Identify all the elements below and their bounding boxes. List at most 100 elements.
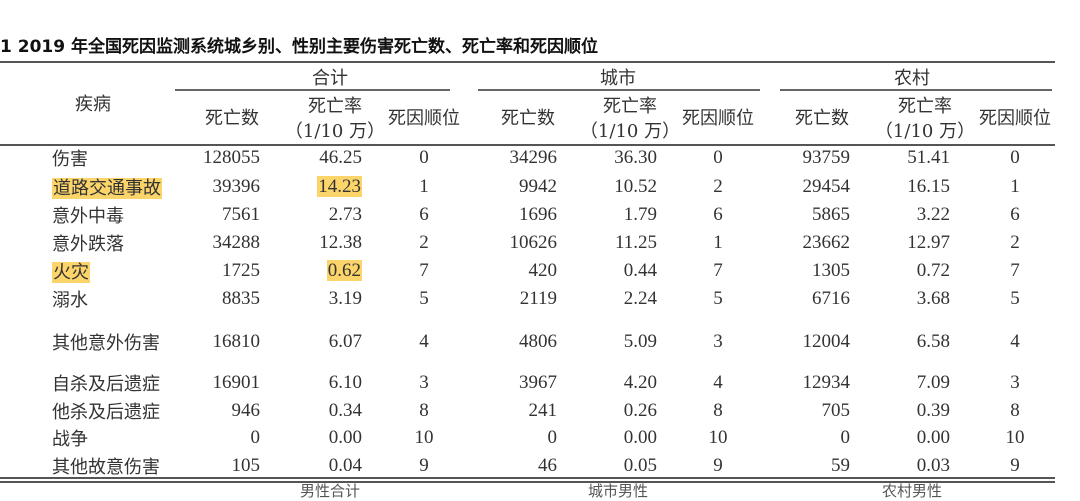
header-rate: 死亡率: [308, 96, 362, 117]
rank-value: 0: [419, 147, 429, 168]
rank-value: 2: [1010, 232, 1020, 253]
rate-text: 2.24: [623, 288, 657, 309]
rank-value: 5: [1010, 288, 1020, 309]
deaths-value: 8835: [222, 288, 260, 309]
rate-text: 10.52: [614, 176, 657, 197]
rate-text: 6.58: [916, 331, 950, 352]
deaths-value: 34296: [509, 147, 558, 168]
deaths-value: 59: [831, 455, 850, 476]
rate-value: 3.68: [917, 288, 950, 310]
deaths-value: 3967: [519, 372, 557, 393]
row-label: 道路交通事故: [52, 174, 162, 200]
rate-value: 4.20: [624, 372, 657, 394]
header-disease: 疾病: [75, 94, 111, 115]
rank-value: 3: [1010, 372, 1020, 393]
rank-value: 7: [1010, 260, 1020, 281]
rank-value: 6: [419, 204, 429, 225]
rank-value: 1: [419, 176, 429, 197]
deaths-value: 12934: [802, 372, 851, 393]
rank-value: 9: [419, 455, 429, 476]
row-label: 战争: [52, 425, 88, 451]
rank-value: 1: [1010, 176, 1020, 197]
rank-value: 2: [419, 232, 429, 253]
row-label: 火灾: [52, 258, 90, 284]
deaths-value: 1725: [222, 260, 260, 281]
rate-value: 6.58: [917, 331, 950, 353]
rank-value: 9: [1010, 455, 1020, 476]
rank-value: 5: [713, 288, 723, 309]
rate-text: 0.44: [623, 260, 657, 281]
rate-text: 12.38: [319, 232, 362, 253]
header-group-0: 合计: [312, 68, 348, 89]
group-underline-1: [478, 89, 760, 91]
deaths-value: 9942: [519, 176, 557, 197]
disease-name: 伤害: [52, 149, 88, 170]
deaths-value: 29454: [802, 176, 851, 197]
deaths-value: 1305: [812, 260, 850, 281]
rate-text: 0.34: [328, 400, 362, 421]
footer-group-0: 男性合计: [299, 482, 361, 500]
rank-value: 0: [713, 147, 723, 168]
rate-value: 3.19: [329, 288, 362, 310]
deaths-value: 420: [528, 260, 558, 281]
deaths-value: 16810: [212, 331, 261, 352]
deaths-value: 705: [821, 400, 851, 421]
rank-value: 4: [1010, 331, 1020, 352]
rate-value: 0.00: [917, 427, 950, 449]
disease-name: 他杀及后遗症: [52, 402, 160, 423]
rank-value: 9: [713, 455, 723, 476]
deaths-value: 1696: [519, 204, 557, 225]
rate-text: 6.07: [328, 331, 362, 352]
rate-value: 46.25: [319, 147, 362, 169]
top-rule: [0, 61, 1055, 63]
deaths-value: 23662: [802, 232, 851, 253]
rate-value: 11.25: [615, 232, 657, 254]
disease-name: 自杀及后遗症: [52, 374, 160, 395]
rate-value: 36.30: [614, 147, 657, 169]
rate-value: 5.09: [624, 331, 657, 353]
rate-text: 0.05: [623, 455, 657, 476]
rate-value: 2.24: [624, 288, 657, 310]
rank-value: 0: [1010, 147, 1020, 168]
rate-value: 0.62: [326, 260, 362, 282]
disease-name: 火灾: [52, 262, 90, 283]
deaths-value: 946: [231, 400, 261, 421]
rank-value: 3: [419, 372, 429, 393]
row-label: 意外中毒: [52, 202, 124, 228]
rate-text: 4.20: [623, 372, 657, 393]
deaths-value: 4806: [519, 331, 557, 352]
rate-value: 0.03: [917, 455, 950, 477]
rate-text: 7.09: [916, 372, 950, 393]
rate-text: 14.23: [317, 176, 362, 197]
header-rank: 死因顺位: [388, 108, 460, 129]
bottom-rule-2: [0, 481, 1055, 483]
header-deaths: 死亡数: [205, 108, 259, 129]
rate-value: 2.73: [329, 204, 362, 226]
rate-text: 11.25: [614, 232, 657, 253]
deaths-value: 34288: [212, 232, 261, 253]
footer-group-2: 农村男性: [881, 482, 943, 500]
deaths-value: 46: [538, 455, 557, 476]
rank-value: 3: [713, 331, 723, 352]
header-group-1: 城市: [600, 68, 636, 89]
rate-value: 6.10: [329, 372, 362, 394]
deaths-value: 0: [840, 427, 851, 448]
disease-name: 其他故意伤害: [52, 457, 160, 478]
deaths-value: 7561: [222, 204, 260, 225]
rate-value: 0.39: [917, 400, 950, 422]
header-rate-unit: （1/10 万）: [579, 121, 681, 142]
rate-value: 0.72: [917, 260, 950, 282]
rate-text: 0.26: [623, 400, 657, 421]
rate-value: 0.00: [624, 427, 657, 449]
header-rate-unit: （1/10 万）: [874, 121, 976, 142]
rank-value: 1: [713, 232, 723, 253]
deaths-value: 128055: [203, 147, 260, 168]
deaths-value: 241: [528, 400, 558, 421]
footer-group-1: 城市男性: [587, 482, 649, 500]
rank-value: 7: [713, 260, 723, 281]
rate-text: 3.19: [328, 288, 362, 309]
rate-value: 0.00: [329, 427, 362, 449]
rate-text: 3.22: [916, 204, 950, 225]
rate-text: 1.79: [623, 204, 657, 225]
header-rule: [0, 144, 1055, 146]
